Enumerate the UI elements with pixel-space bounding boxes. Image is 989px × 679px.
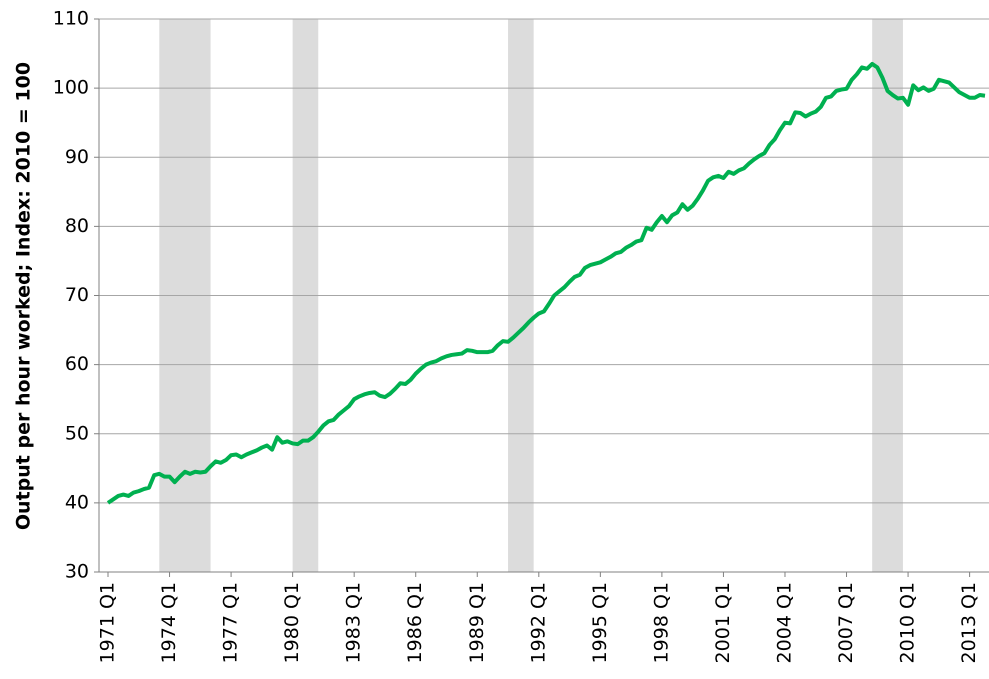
x-tick-label: 1971 Q1	[97, 582, 119, 663]
y-tick-label: 70	[65, 284, 89, 306]
x-tick-label: 1977 Q1	[220, 582, 242, 663]
x-tick-label: 2010 Q1	[897, 582, 919, 663]
y-tick-label: 60	[65, 353, 89, 375]
y-tick-label: 100	[53, 77, 89, 99]
x-tick-label: 1992 Q1	[527, 582, 549, 663]
y-tick-label: 110	[53, 8, 89, 30]
x-tick-label: 1983 Q1	[343, 582, 365, 663]
y-axis-title: Output per hour worked; Index: 2010 = 10…	[13, 62, 35, 530]
y-tick-label: 50	[65, 422, 89, 444]
y-tick-label: 80	[65, 215, 89, 237]
x-tick-label: 1995 Q1	[589, 582, 611, 663]
x-tick-label: 2001 Q1	[712, 582, 734, 663]
y-tick-label: 30	[65, 561, 89, 583]
x-tick-label: 1974 Q1	[158, 582, 180, 663]
x-tick-label: 1998 Q1	[650, 582, 672, 663]
y-tick-label: 40	[65, 491, 89, 513]
x-tick-label: 1980 Q1	[281, 582, 303, 663]
y-tick-label: 90	[65, 146, 89, 168]
data-line	[106, 61, 986, 505]
x-tick-label: 2007 Q1	[835, 582, 857, 663]
x-tick-label: 2004 Q1	[773, 582, 795, 663]
x-tick-label: 1986 Q1	[404, 582, 426, 663]
x-tick-label: 2013 Q1	[958, 582, 980, 663]
x-tick-label: 1989 Q1	[466, 582, 488, 663]
